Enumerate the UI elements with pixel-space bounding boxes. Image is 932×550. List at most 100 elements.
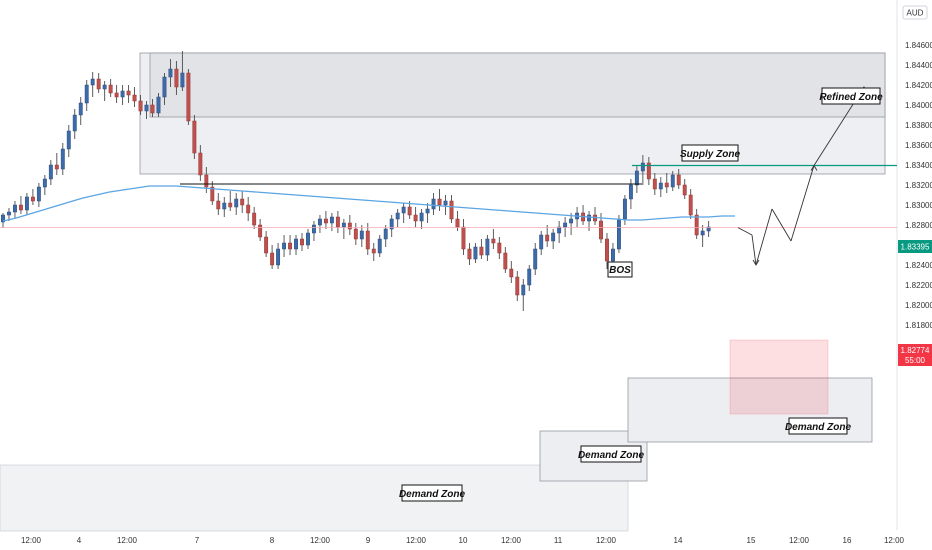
candle-bullish — [557, 226, 562, 234]
candle-bearish — [664, 182, 669, 188]
current-price-box — [898, 344, 932, 366]
candle-bullish — [431, 198, 436, 210]
resistance-price-badge: 1.83395 — [898, 240, 932, 253]
candle-bearish — [491, 238, 496, 244]
candle-bearish — [150, 104, 155, 114]
candle-bullish — [616, 218, 621, 250]
x-tick-label: 12:00 — [501, 536, 522, 545]
candle-bullish — [329, 216, 334, 224]
candle-bearish — [288, 242, 292, 250]
candle-bearish — [210, 186, 215, 202]
bos-label-box — [607, 261, 633, 278]
x-tick-label: 14 — [674, 536, 683, 545]
candle-bearish — [108, 84, 113, 94]
demand-zone-low-box — [0, 464, 629, 532]
candle-bearish — [479, 246, 484, 256]
candle-bearish — [652, 178, 657, 190]
candle-bullish — [485, 238, 490, 256]
candle-bullish — [222, 202, 227, 210]
candle-bullish — [102, 84, 107, 90]
refined-zone-label: Refined Zone — [819, 92, 883, 103]
candle-bullish — [312, 224, 316, 234]
candle-bearish — [347, 222, 352, 230]
forecast-path-segment — [751, 234, 757, 266]
candle-bearish — [646, 162, 651, 180]
candle-bearish — [449, 200, 454, 220]
candle-bullish — [156, 96, 161, 114]
demand-zone-mid-label-group: Demand Zone — [578, 445, 645, 463]
candle-bullish — [317, 218, 322, 226]
candle-bearish — [54, 164, 59, 170]
candle-bearish — [192, 120, 197, 154]
candle-bearish — [126, 90, 131, 96]
candle-bearish — [114, 92, 119, 98]
candle-bullish — [569, 218, 574, 224]
demand-zone-low-label: Demand Zone — [399, 489, 466, 500]
candle-bullish — [144, 104, 149, 112]
x-tick-label: 12:00 — [406, 536, 427, 545]
candle-bullish — [425, 208, 430, 214]
candle-bullish — [700, 230, 705, 236]
demand-zone-mid-label: Demand Zone — [578, 450, 645, 461]
forecast-arrowhead — [810, 164, 818, 171]
projection-box — [729, 339, 829, 415]
x-tick-label: 12:00 — [310, 536, 331, 545]
candle-bullish — [36, 186, 41, 202]
candle-bearish — [694, 214, 699, 236]
candle-bullish — [628, 184, 633, 200]
refined-zone-box — [149, 52, 886, 118]
currency-badge[interactable]: AUD — [902, 5, 928, 20]
candle-bullish — [42, 178, 47, 188]
y-tick-label: 1.83600 — [905, 141, 932, 150]
candle-bearish — [353, 228, 358, 240]
candle-bearish — [509, 268, 514, 278]
candle-bullish — [401, 206, 406, 214]
candle-bullish — [521, 284, 526, 296]
candle-bearish — [96, 78, 101, 90]
demand-zone-right-label: Demand Zone — [785, 422, 852, 433]
demand-zone-right-label-box — [788, 417, 848, 435]
forecast-path-segment — [790, 165, 815, 242]
candle-bullish — [162, 76, 167, 98]
demand-zone-low-label-group: Demand Zone — [399, 484, 466, 502]
x-tick-label: 10 — [459, 536, 468, 545]
x-tick-label: 16 — [843, 536, 852, 545]
candle-bearish — [365, 230, 370, 250]
forecast-path-segment — [755, 208, 773, 266]
y-tick-label: 1.82800 — [905, 221, 932, 230]
candle-bearish — [138, 100, 143, 112]
candle-bearish — [174, 68, 179, 88]
candle-bullish — [551, 232, 556, 242]
candle-bullish — [13, 204, 17, 213]
candle-bullish — [168, 68, 173, 78]
candle-bearish — [258, 224, 263, 238]
x-tick-label: 11 — [554, 536, 563, 545]
candle-bearish — [335, 216, 340, 228]
candle-bullish — [377, 238, 382, 254]
candle-bullish — [180, 72, 185, 88]
supply-zone-label: Supply Zone — [680, 149, 740, 160]
refined-zone-label-group: Refined Zone — [819, 87, 883, 105]
x-tick-label: 12:00 — [21, 536, 42, 545]
candle-bullish — [533, 248, 538, 270]
candle-bullish — [389, 218, 394, 230]
y-tick-label: 1.84200 — [905, 81, 932, 90]
candle-bearish — [204, 174, 209, 188]
y-tick-label: 1.82200 — [905, 281, 932, 290]
forecast-path-segment — [771, 208, 792, 242]
candle-bearish — [198, 152, 203, 176]
refined-zone-label-box — [821, 87, 881, 105]
x-tick-label: 15 — [747, 536, 756, 545]
resistance-price-box — [898, 240, 932, 253]
candle-bullish — [72, 114, 77, 132]
candle-bearish — [264, 236, 269, 254]
candle-bearish — [413, 214, 418, 222]
candle-bearish — [599, 220, 603, 240]
x-tick-label: 12:00 — [884, 536, 905, 545]
x-tick-label: 12:00 — [596, 536, 617, 545]
bos-label: BOS — [609, 265, 631, 276]
candle-bullish — [306, 232, 310, 246]
candle-bullish — [658, 182, 663, 190]
candle-bullish — [48, 164, 53, 180]
